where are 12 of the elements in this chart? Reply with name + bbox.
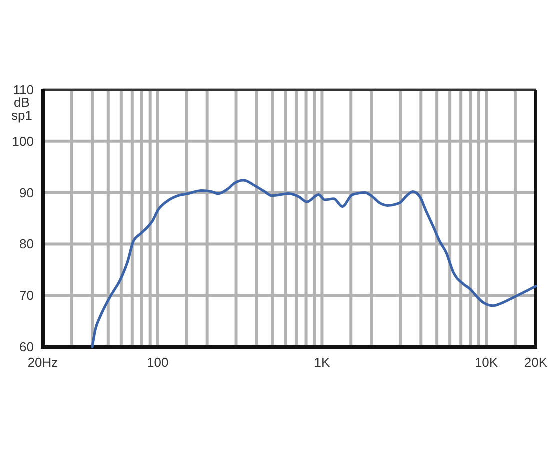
x-tick-label: 100 bbox=[147, 355, 169, 370]
x-tick-label: 10K bbox=[474, 355, 498, 370]
y-tick-label: 90 bbox=[20, 185, 34, 200]
y-tick-label: 80 bbox=[20, 236, 34, 252]
x-tick-label: 1K bbox=[314, 355, 330, 370]
y-tick-label: 70 bbox=[20, 288, 34, 304]
y-tick-label: 60 bbox=[20, 340, 34, 354]
y-axis-title: dB sp1 bbox=[12, 95, 32, 123]
x-tick-label: 20K bbox=[524, 355, 548, 370]
x-tick-label: 20Hz bbox=[28, 355, 58, 370]
y-tick-label: 100 bbox=[12, 134, 34, 149]
y-tick-label: 110 bbox=[13, 82, 34, 98]
